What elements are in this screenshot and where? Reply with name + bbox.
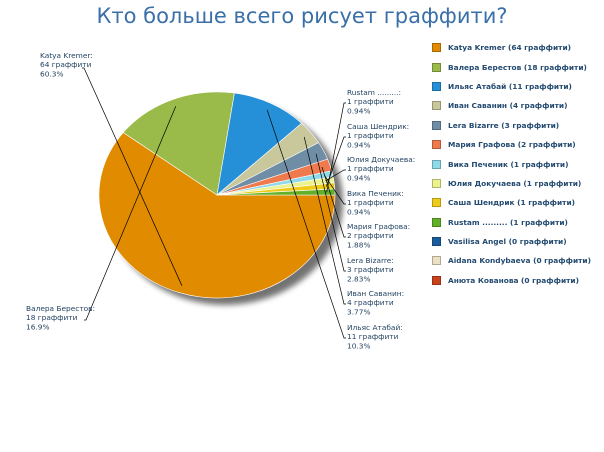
legend-item: Юлия Докучаева (1 граффити) (432, 174, 602, 193)
callout-leader-line (321, 166, 346, 238)
legend-label: Aidana Kondybaeva (0 граффити) (448, 256, 591, 266)
legend-item: Katya Kremer (64 граффити) (432, 38, 602, 57)
legend-item: Анюта Кованова (0 граффити) (432, 271, 602, 290)
legend-label: Мария Графова (2 граффити) (448, 140, 576, 150)
legend-label: Саша Шендрик (1 граффити) (448, 198, 576, 208)
slice-data-label: 1 граффити (347, 164, 394, 173)
slice-data-label: Валера Берестов: (26, 304, 95, 313)
legend-item: Вика Печеник (1 граффити) (432, 154, 602, 173)
callout-leader-line (266, 109, 346, 339)
legend-swatch (432, 275, 441, 285)
pie-slice (98, 132, 336, 299)
legend-swatch (432, 140, 441, 150)
slice-data-label: 1 граффити (347, 97, 394, 106)
slice-data-label: Rustam .........: (347, 88, 401, 97)
slice-data-label: Lera Bizarre: (347, 256, 394, 265)
legend-item: Мария Графова (2 граффити) (432, 135, 602, 154)
legend-swatch (432, 256, 441, 266)
legend-label: Валера Берестов (18 граффити) (448, 62, 587, 72)
slice-data-label: 2 граффити (347, 231, 394, 240)
legend-label: Vasilisa Angel (0 граффити) (448, 237, 567, 247)
slice-data-label: 16.9% (26, 322, 49, 331)
legend-item: Rustam ......... (1 граффити) (432, 213, 602, 232)
pie-slice (216, 188, 336, 196)
slice-data-label: 1 граффити (347, 131, 394, 140)
legend-item: Aidana Kondybaeva (0 граффити) (432, 251, 602, 270)
legend-item: Валера Берестов (18 граффити) (432, 57, 602, 76)
slice-data-label: Katya Kremer: (40, 51, 93, 60)
slice-data-label: 1 граффити (347, 198, 394, 207)
callout-leader-line (303, 136, 346, 305)
slice-data-label: 4 граффити (347, 298, 394, 307)
slice-data-label: 64 граффити (40, 60, 92, 69)
slice-data-label: Вика Печеник: (347, 189, 404, 198)
slice-data-label: 2.83% (347, 274, 370, 283)
legend-label: Katya Kremer (64 граффити) (448, 43, 571, 53)
callout-leader-line (82, 67, 183, 286)
slice-data-label: 60.3% (40, 69, 63, 78)
callout-leader-line (315, 153, 346, 272)
legend-label: Rustam ......... (1 граффити) (448, 217, 568, 227)
chart-title: Кто больше всего рисует граффити? (96, 4, 508, 28)
slice-data-label: 0.94% (347, 140, 370, 149)
legend-swatch (432, 81, 441, 91)
slice-data-label: 18 граффити (26, 313, 78, 322)
legend-swatch (432, 120, 441, 130)
legend-label: Ильяс Атабай (11 граффити) (448, 81, 572, 91)
legend-item: Lera Bizarre (3 граффити) (432, 116, 602, 135)
slice-data-label: Мария Графова: (347, 222, 410, 231)
legend-swatch (432, 217, 441, 227)
legend-item: Иван Саванин (4 граффити) (432, 96, 602, 115)
slice-data-label: 0.94% (347, 207, 370, 216)
legend-item: Ильяс Атабай (11 граффити) (432, 77, 602, 96)
legend: Katya Kremer (64 граффити) Валера Бересто… (432, 38, 602, 290)
legend-label: Вика Печеник (1 граффити) (448, 159, 569, 169)
callout-leader-line (325, 169, 346, 182)
legend-label: Иван Саванин (4 граффити) (448, 101, 568, 111)
legend-swatch (432, 198, 441, 208)
pie-slice (122, 91, 235, 196)
pie-slice (216, 92, 303, 196)
slice-data-label: 11 граффити (347, 332, 399, 341)
legend-swatch (432, 178, 441, 188)
callout-leader-line (84, 106, 177, 321)
callout-leader-line (326, 102, 346, 193)
slice-data-label: Иван Саванин: (347, 289, 404, 298)
legend-swatch (432, 237, 441, 247)
legend-swatch (432, 43, 441, 53)
slice-data-label: Юлия Докучаева: (347, 155, 415, 164)
legend-item: Саша Шендрик (1 граффити) (432, 193, 602, 212)
legend-label: Lera Bizarre (3 граффити) (448, 120, 560, 130)
slice-data-label: 1.88% (347, 240, 370, 249)
legend-label: Анюта Кованова (0 граффити) (448, 275, 579, 285)
legend-swatch (432, 101, 441, 111)
slice-data-label: 0.94% (347, 173, 370, 182)
legend-swatch (432, 62, 441, 72)
callout-leader-line (324, 175, 346, 205)
slice-data-label: Саша Шендрик: (347, 122, 409, 131)
legend-item: Vasilisa Angel (0 граффити) (432, 232, 602, 251)
slice-data-label: 3 граффити (347, 265, 394, 274)
slice-data-label: 0.94% (347, 106, 370, 115)
callout-leader-line (325, 136, 346, 187)
legend-swatch (432, 159, 441, 169)
legend-label: Юлия Докучаева (1 граффити) (448, 178, 582, 188)
slice-data-label: 10.3% (347, 341, 370, 350)
slice-data-label: Ильяс Атабай: (347, 323, 403, 332)
slice-data-label: 3.77% (347, 307, 370, 316)
